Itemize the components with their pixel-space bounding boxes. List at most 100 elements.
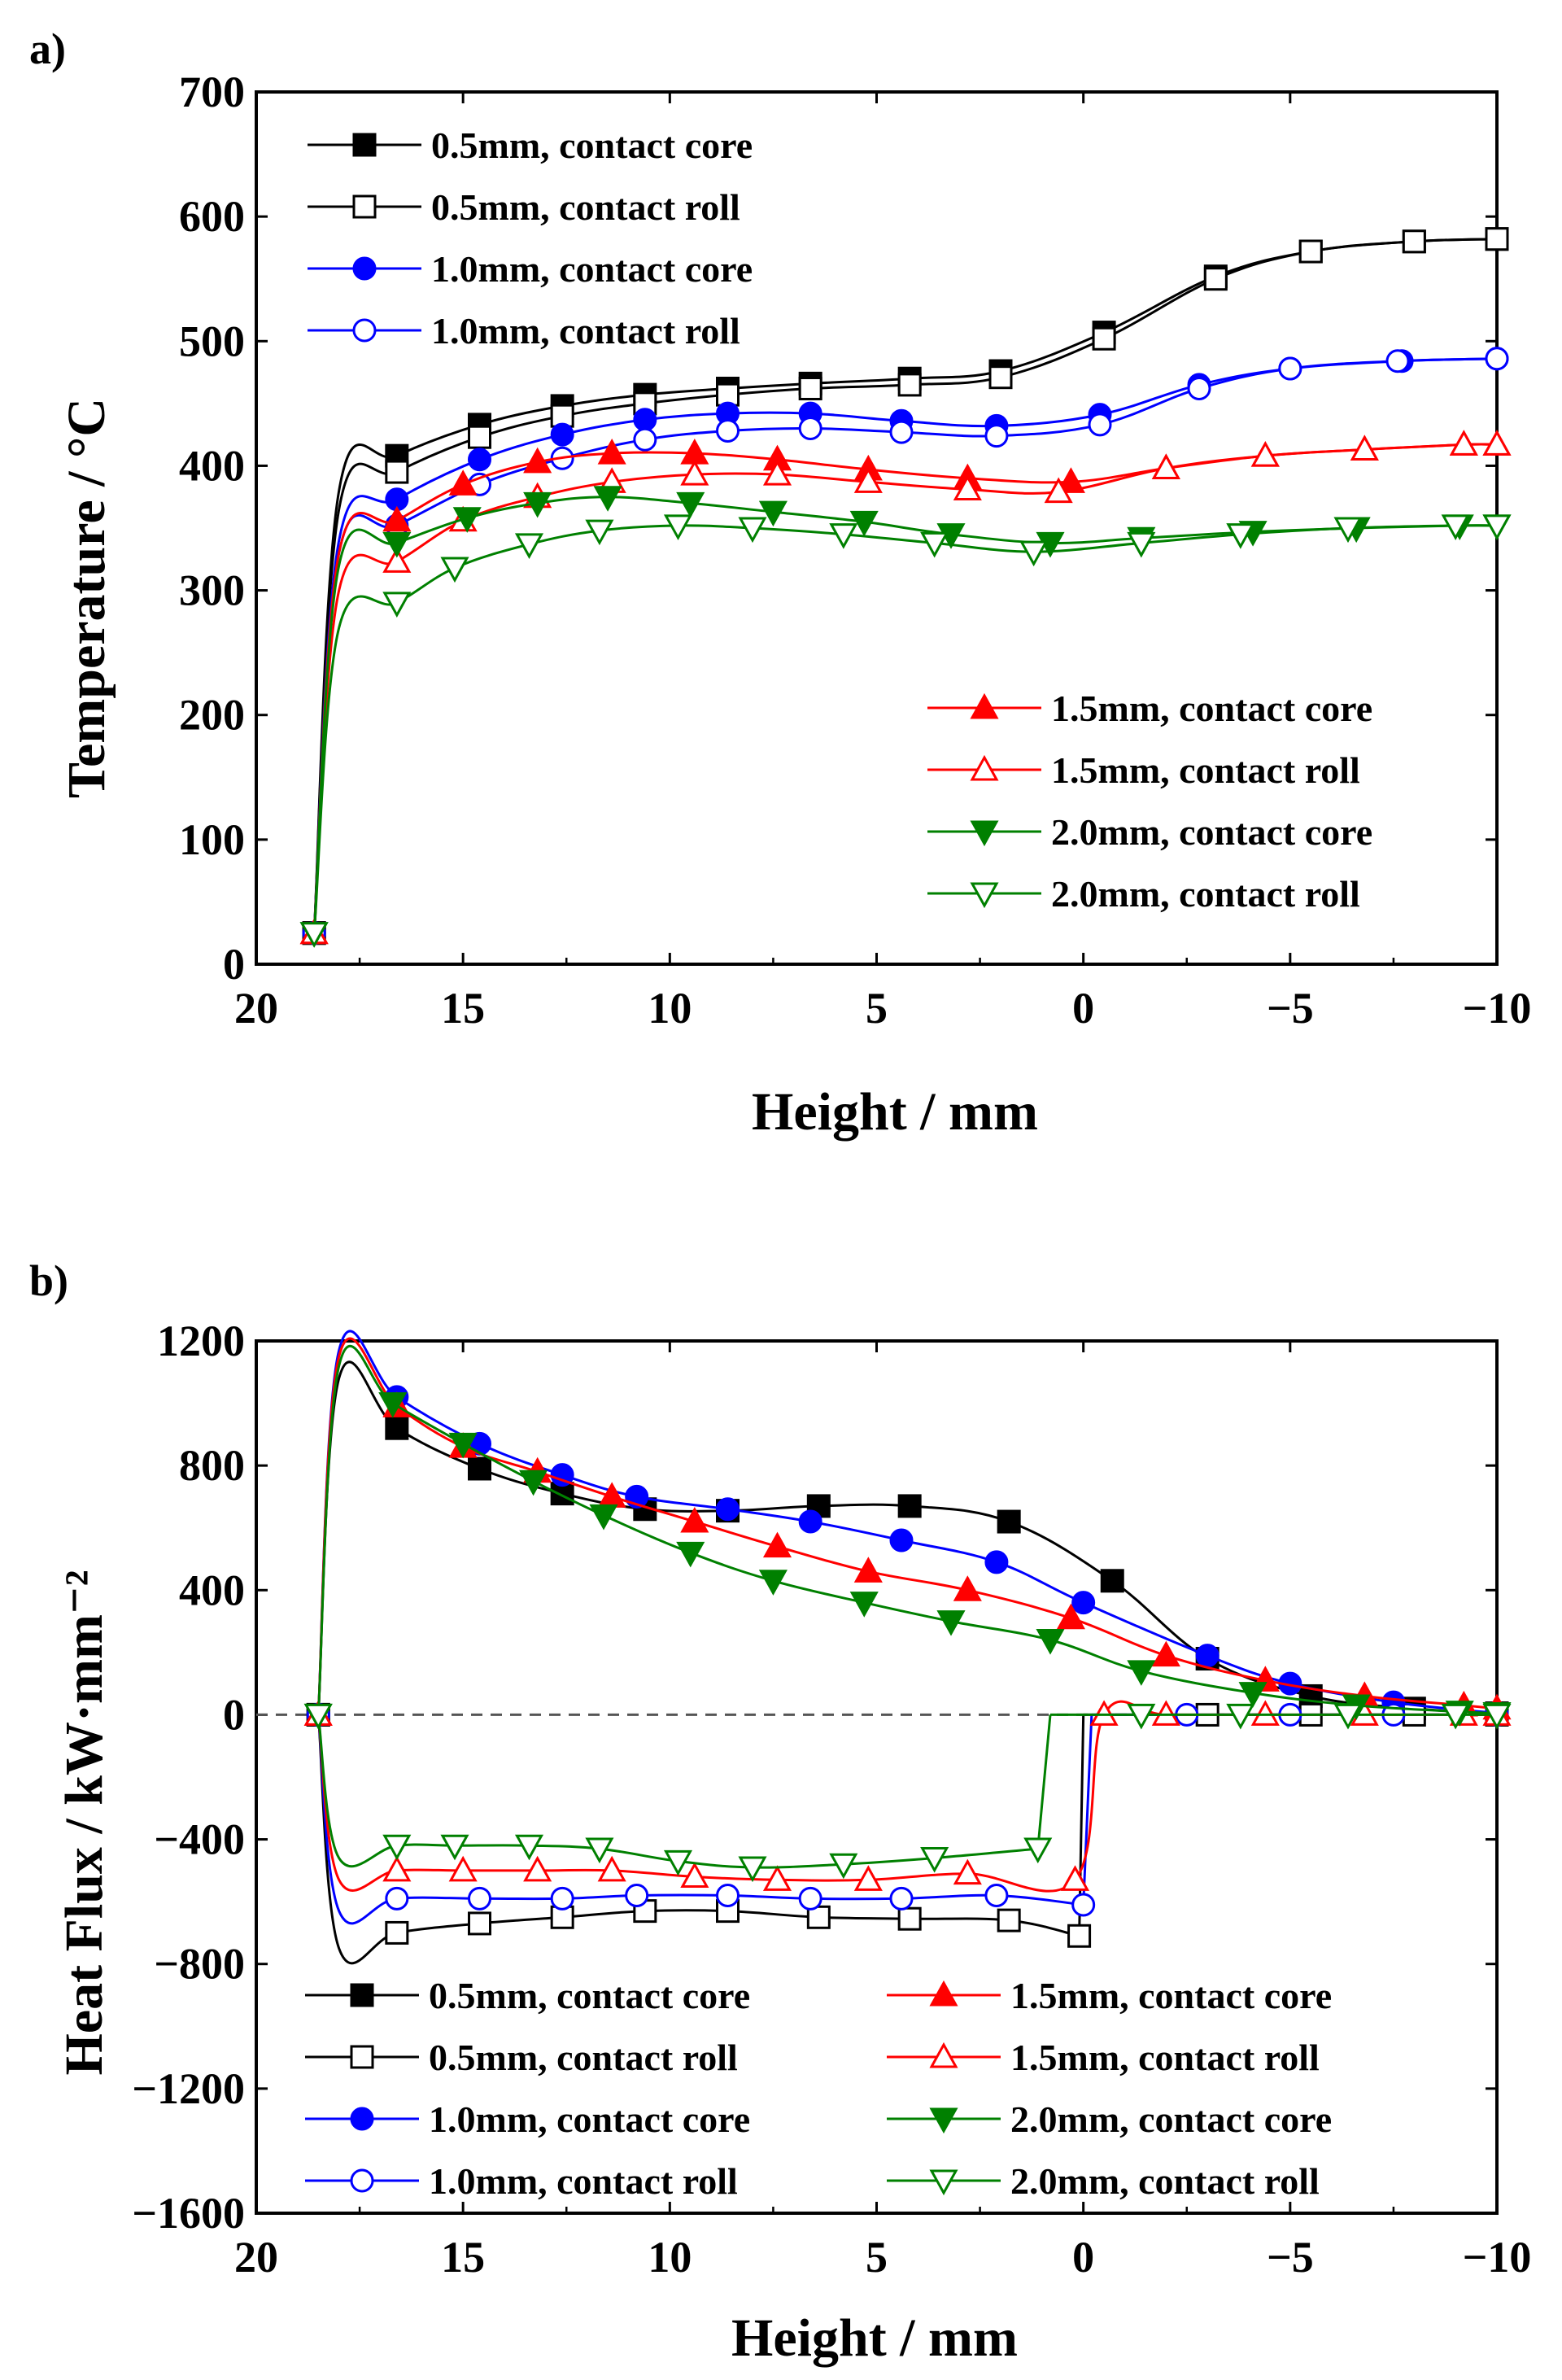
- plot-frame: [255, 1339, 1499, 2215]
- x-tick-label: 20: [234, 2233, 278, 2282]
- data-point-s15core: [1056, 1603, 1085, 1630]
- data-point-s15roll: [1449, 430, 1478, 456]
- series-line-s15roll: [312, 443, 1498, 933]
- data-point-s15roll: [680, 460, 709, 486]
- data-point-s20roll: [1482, 1703, 1512, 1730]
- data-point-s20roll: [514, 533, 544, 559]
- data-point-s20roll: [1441, 514, 1470, 541]
- legend-marker-s15roll: [970, 754, 999, 781]
- data-point-s10core: [550, 1463, 574, 1487]
- data-point-s05roll: [897, 1906, 922, 1931]
- legend-marker-s10core: [350, 2107, 374, 2131]
- y-tick-label: 200: [179, 691, 245, 740]
- data-point-s20core: [519, 1469, 548, 1496]
- legend-label: 1.0mm, contact roll: [431, 310, 740, 352]
- data-point-s20roll: [1226, 1703, 1255, 1730]
- legend-marker-s10roll: [352, 318, 377, 343]
- data-point-s20roll: [1019, 540, 1049, 567]
- x-tick-label: −10: [1463, 2233, 1532, 2282]
- x-tick-label: −5: [1267, 2233, 1314, 2282]
- y-tick-label: 1200: [157, 1317, 245, 1365]
- series-line-s10roll: [312, 357, 1498, 933]
- data-point-s15roll: [1044, 477, 1073, 504]
- y-tick-label: 300: [179, 566, 245, 615]
- legend-marker-s15core: [929, 1980, 958, 2007]
- panel-a: a) 20 15 10 5 0 −5 −10 0 100 200 300 400 500 600 700 0…: [29, 24, 1531, 1142]
- data-point-s20roll: [299, 922, 329, 948]
- data-point-s15roll: [1151, 453, 1180, 479]
- data-point-s20core: [378, 1392, 408, 1418]
- data-point-s05roll: [988, 365, 1013, 390]
- legend-item-s05roll: 0.5mm, contact roll: [305, 2037, 738, 2078]
- legend-item-s05roll: 0.5mm, contact roll: [308, 186, 740, 228]
- data-point-s10roll: [716, 1883, 740, 1907]
- legend-marker-s05roll: [352, 194, 377, 219]
- data-point-s05roll: [1092, 326, 1116, 351]
- data-point-s15roll: [523, 1855, 552, 1882]
- data-point-s05roll: [897, 373, 922, 397]
- data-point-s05core: [997, 1509, 1021, 1534]
- x-tick-label: 5: [866, 984, 888, 1033]
- x-tick-label: 20: [234, 984, 278, 1033]
- data-point-s10roll: [889, 1886, 914, 1911]
- data-point-s15roll: [382, 547, 412, 573]
- legend-item-s10roll: 1.0mm, contact roll: [308, 310, 740, 352]
- data-point-s10roll: [716, 419, 740, 443]
- data-point-s20core: [452, 507, 482, 533]
- data-point-s10roll: [550, 1886, 574, 1911]
- series-s05roll: [306, 1702, 1509, 1965]
- series-line-s05roll: [316, 1714, 1080, 1965]
- series-s10roll: [306, 1702, 1509, 1925]
- panel-b-x-axis-title: Height / mm: [731, 2308, 1018, 2368]
- x-tick-label: 10: [648, 2233, 692, 2282]
- data-point-s05roll: [1298, 239, 1323, 264]
- data-point-s10roll: [633, 427, 657, 452]
- series-s20roll: [303, 1703, 1512, 1883]
- data-point-s05roll: [997, 1908, 1021, 1932]
- data-point-s20core: [448, 1432, 478, 1459]
- data-point-s05roll: [385, 1920, 409, 1945]
- legend-label: 1.5mm, contact roll: [1010, 2037, 1320, 2078]
- data-point-s20roll: [1441, 1703, 1470, 1730]
- legend-item-s10roll: 1.0mm, contact roll: [305, 2160, 738, 2202]
- y-tick-label: 500: [179, 317, 245, 365]
- legend-marker-s20roll: [970, 882, 999, 909]
- series-line-s20roll: [312, 524, 1498, 933]
- data-point-s20roll: [1482, 514, 1512, 541]
- data-point-s10roll: [1071, 1893, 1096, 1917]
- legend-label: 2.0mm, contact core: [1010, 2098, 1332, 2140]
- data-point-s10roll: [984, 424, 1009, 448]
- data-point-s15core: [762, 1531, 792, 1558]
- data-point-s20roll: [303, 1703, 333, 1730]
- data-point-s20core: [1036, 1629, 1065, 1655]
- data-point-s20core: [593, 486, 622, 512]
- data-point-s20roll: [829, 523, 858, 549]
- data-point-s10roll: [1385, 349, 1410, 373]
- data-point-s20roll: [829, 1853, 858, 1880]
- y-tick-label: 400: [179, 1566, 245, 1614]
- data-point-s20core: [849, 1592, 879, 1618]
- series-s10core: [306, 1330, 1509, 1727]
- data-point-s05roll: [1485, 227, 1509, 251]
- data-point-s15roll: [853, 1865, 883, 1891]
- data-point-s10roll: [1278, 356, 1302, 381]
- data-point-s20roll: [1333, 517, 1363, 544]
- x-tick-label: 5: [866, 2233, 888, 2282]
- legend-label: 1.5mm, contact roll: [1051, 749, 1360, 791]
- y-tick-label: 400: [179, 441, 245, 490]
- data-point-s20roll: [1023, 1837, 1053, 1864]
- series-line-s10roll: [316, 1714, 1084, 1925]
- data-point-s10core: [550, 422, 574, 447]
- legend-label: 1.5mm, contact core: [1051, 688, 1372, 729]
- data-point-s20roll: [1127, 1703, 1156, 1730]
- legend-item-s10core: 1.0mm, contact core: [308, 248, 753, 290]
- data-point-s15core: [853, 1557, 883, 1583]
- data-point-s20core: [676, 1541, 705, 1568]
- y-tick-label: 0: [223, 1690, 245, 1739]
- data-point-s05roll: [1203, 267, 1228, 291]
- panel-a-label: a): [29, 24, 66, 73]
- x-tick-label: −10: [1463, 984, 1532, 1033]
- legend-item-s20core: 2.0mm, contact core: [927, 811, 1372, 853]
- y-tick-label: 100: [179, 815, 245, 864]
